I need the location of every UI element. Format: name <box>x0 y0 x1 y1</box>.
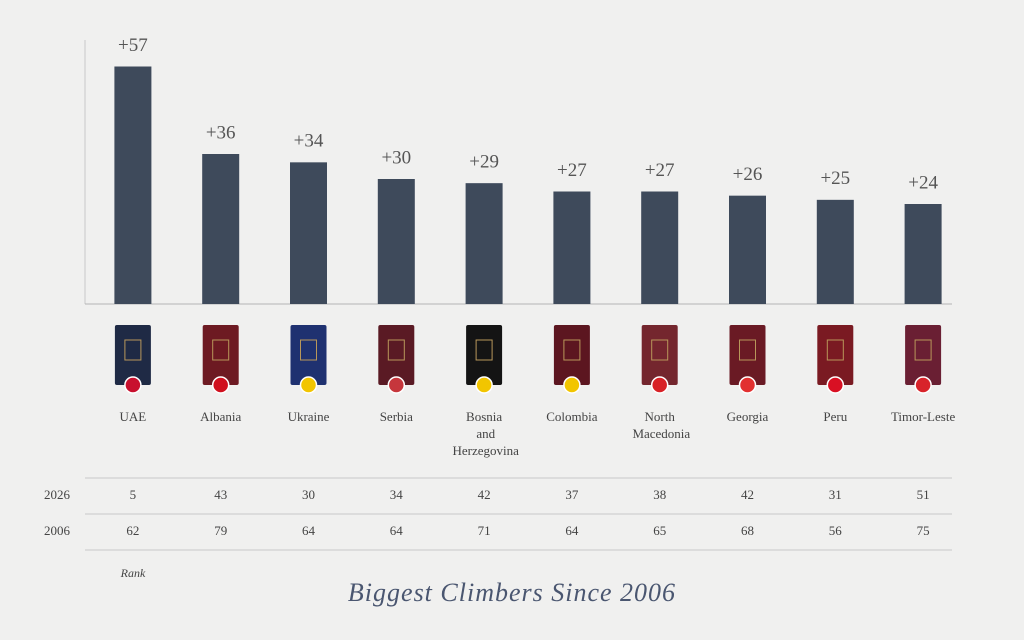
category-label: Albania <box>200 409 241 424</box>
passport-icon <box>290 325 327 385</box>
table-cell: 42 <box>741 487 754 502</box>
row-label: 2006 <box>44 523 71 538</box>
table-cell: 62 <box>126 523 139 538</box>
flag-icon <box>826 376 845 394</box>
category-label: Peru <box>823 409 847 424</box>
table-cell: 79 <box>214 523 227 538</box>
flag-icon <box>211 376 230 394</box>
bar <box>465 183 503 304</box>
passport-icon <box>378 325 415 385</box>
table-cell: 68 <box>741 523 754 538</box>
value-label: +25 <box>820 168 850 189</box>
category-label: Serbia <box>380 409 413 424</box>
table-cell: 34 <box>390 487 404 502</box>
value-label: +27 <box>557 160 587 181</box>
table-cell: 5 <box>130 487 137 502</box>
passport-emblem <box>739 339 756 361</box>
passport-icon <box>729 325 766 385</box>
passport-icon <box>817 325 854 385</box>
table-cell: 43 <box>214 487 227 502</box>
bar <box>641 191 679 304</box>
bar <box>202 154 240 304</box>
passport-emblem <box>475 339 493 361</box>
value-label: +29 <box>469 152 499 173</box>
table-cell: 56 <box>829 523 843 538</box>
bar <box>553 191 591 304</box>
table-cell: 51 <box>917 487 930 502</box>
passport-icon <box>114 325 151 385</box>
table-cell: 71 <box>478 523 491 538</box>
chart-title: Biggest Climbers Since 2006 <box>348 578 676 607</box>
table-cell: 30 <box>302 487 315 502</box>
flag-icon <box>563 376 581 394</box>
category-label: Ukraine <box>288 409 330 424</box>
bar <box>816 199 854 304</box>
flag-icon <box>475 376 493 394</box>
flag-icon <box>124 376 142 394</box>
table-cell: 64 <box>390 523 404 538</box>
passport-emblem <box>387 339 405 361</box>
table-cell: 64 <box>565 523 579 538</box>
passport-emblem <box>826 339 844 361</box>
passport-emblem <box>563 339 581 361</box>
bar <box>904 204 942 304</box>
passport-emblem <box>124 339 142 361</box>
table-cell: 31 <box>829 487 842 502</box>
flag-icon <box>387 376 406 394</box>
table-cell: 65 <box>653 523 666 538</box>
category-label: Timor-Leste <box>891 409 955 424</box>
value-label: +57 <box>118 35 148 56</box>
value-label: +34 <box>294 131 324 152</box>
value-label: +24 <box>908 172 938 193</box>
table-cell: 37 <box>565 487 579 502</box>
table-cell: 38 <box>653 487 666 502</box>
flag-icon <box>738 376 757 394</box>
passport-icon <box>905 325 942 385</box>
table-cell: 42 <box>478 487 491 502</box>
passport-icon <box>466 325 503 385</box>
flag-icon <box>650 376 669 394</box>
passport-emblem <box>914 339 932 361</box>
value-label: +36 <box>206 122 236 143</box>
passport-emblem <box>651 339 669 361</box>
bar <box>729 195 766 304</box>
bar <box>377 179 415 304</box>
passport-emblem <box>212 339 230 361</box>
passport-icon <box>202 325 239 385</box>
value-label: +30 <box>381 147 411 168</box>
row-label: 2026 <box>44 487 71 502</box>
category-label: Bosnia and Herzegovina <box>449 409 519 458</box>
category-label: Georgia <box>727 409 769 424</box>
passport-icon <box>553 325 590 385</box>
flag-icon <box>914 376 932 394</box>
category-label: UAE <box>120 409 147 424</box>
table-cell: 75 <box>917 523 930 538</box>
passport-icon <box>641 325 678 385</box>
bar <box>290 162 327 304</box>
category-label: Colombia <box>546 409 598 424</box>
table-note: Rank <box>120 566 146 580</box>
value-label: +26 <box>733 164 763 185</box>
flag-icon <box>299 376 318 394</box>
category-label: North Macedonia <box>629 409 690 441</box>
passport-emblem <box>300 339 317 361</box>
value-label: +27 <box>645 160 675 181</box>
bar <box>114 66 152 304</box>
table-cell: 64 <box>302 523 316 538</box>
